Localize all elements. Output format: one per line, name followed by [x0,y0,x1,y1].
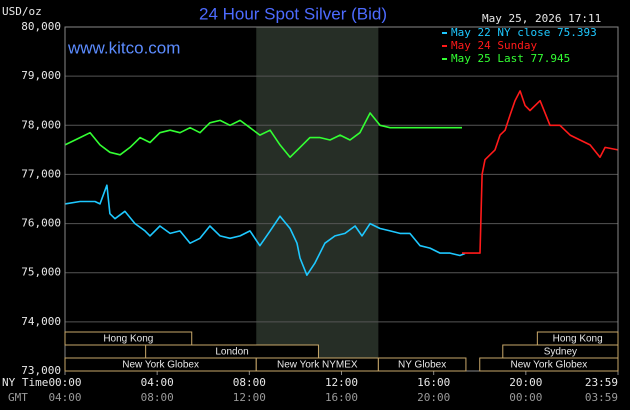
series-line [462,90,619,254]
y-tick-label: 77,000 [21,167,61,180]
y-tick-label: 78,000 [21,118,61,131]
x-tick-label: 04:00 [141,376,174,389]
x2-tick-label: 00:00 [509,391,542,404]
y-tick-label: 75,000 [21,266,61,279]
session-label: New York NYMEX [277,360,358,371]
y-tick-label: 74,000 [21,315,61,328]
legend-label: May 24 Sunday [451,39,537,52]
session-box [479,357,619,372]
x2-tick-label: 12:00 [233,391,266,404]
session-label: Sydney [544,347,577,358]
session-label: London [215,347,248,358]
timestamp: May 25, 2026 17:11 [482,12,601,25]
x-tick-label: 23:59 [585,376,618,389]
session-box [377,357,467,372]
x2-tick-label: 20:00 [417,391,450,404]
x-tick-label: 12:00 [325,376,358,389]
y-tick-label: 80,000 [21,20,61,33]
legend-label: May 22 NY close 75.393 [451,26,597,39]
series-line [64,184,466,276]
session-label: New York Globex [122,360,199,371]
x2-axis-label: GMT [8,391,28,404]
x-axis-label: NY Time [2,376,48,389]
x2-tick-label: 03:59 [585,391,618,404]
x-tick-label: 00:00 [48,376,81,389]
y-tick-label: 73,000 [21,364,61,377]
x-tick-label: 08:00 [233,376,266,389]
session-label: NY Globex [398,360,446,371]
x-tick-label: 20:00 [509,376,542,389]
x2-tick-label: 08:00 [141,391,174,404]
y-tick-label: 76,000 [21,217,61,230]
chart-title: 24 Hour Spot Silver (Bid) [199,4,387,23]
unit-label: USD/oz [2,5,42,18]
session-box [64,331,193,346]
session-label: Hong Kong [103,334,153,345]
legend-label: May 25 Last 77.945 [451,52,570,65]
x2-tick-label: 04:00 [48,391,81,404]
series-line [64,112,462,158]
session-label: New York Globex [511,360,588,371]
x2-tick-label: 16:00 [325,391,358,404]
shaded-region [256,27,379,371]
x-tick-label: 16:00 [417,376,450,389]
site-label: www.kitco.com [67,38,180,57]
session-label: Hong Kong [553,334,603,345]
y-tick-label: 79,000 [21,69,61,82]
